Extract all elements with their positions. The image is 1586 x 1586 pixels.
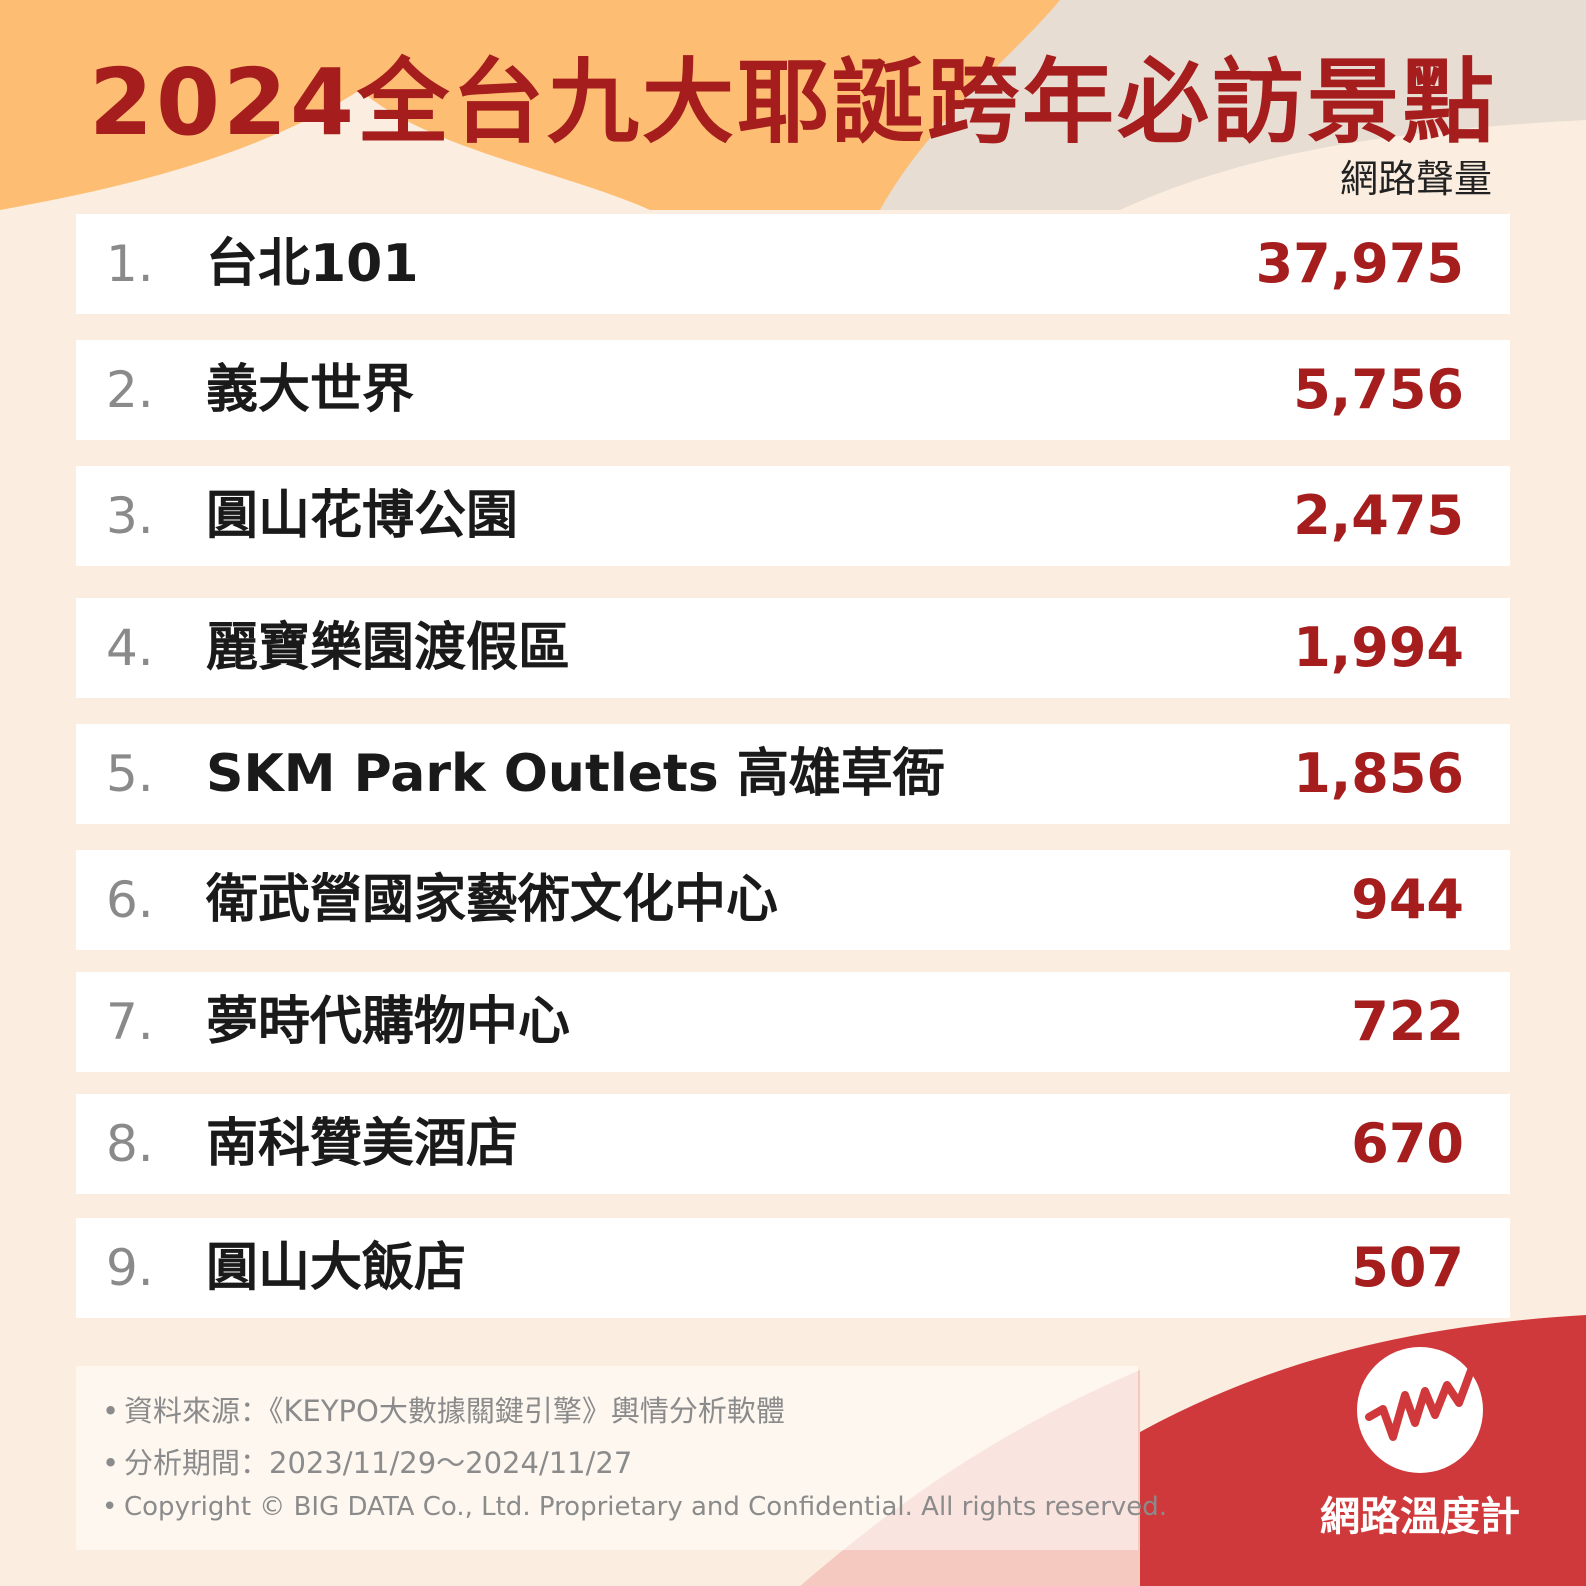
volume-value: 507 [1351,1236,1464,1299]
table-row: 5. SKM Park Outlets 高雄草衙 1,856 [76,724,1510,824]
bullet: • [102,1394,120,1428]
volume-value: 37,975 [1255,232,1464,295]
rank-label: 8. [106,1115,154,1173]
bullet: • [102,1446,120,1480]
attraction-name: 圓山大飯店 [206,1238,467,1298]
rank-label: 7. [106,993,154,1051]
attraction-name: 夢時代購物中心 [206,992,571,1052]
volume-value: 670 [1351,1112,1464,1175]
volume-value: 5,756 [1293,358,1464,421]
footnote-text: 資料來源：《KEYPO大數據關鍵引擎》輿情分析軟體 [124,1394,785,1428]
footnote-period: • 分析期間：2023/11/29～2024/11/27 [102,1440,632,1482]
rank-label: 6. [106,871,154,929]
brand-name: 網路溫度計 [1320,1494,1520,1540]
volume-value: 1,856 [1293,742,1464,805]
rank-label: 3. [106,487,154,545]
pulse-line-icon [1357,1347,1483,1473]
footnotes-panel: • 資料來源：《KEYPO大數據關鍵引擎》輿情分析軟體 • 分析期間：2023/11… [76,1366,1167,1550]
attraction-name: 衛武營國家藝術文化中心 [206,870,779,930]
table-row: 1. 台北101 37,975 [76,214,1510,314]
table-row: 2. 義大世界 5,756 [76,340,1510,440]
footnote-copyright: • Copyright © BIG DATA Co., Ltd. Propriet… [102,1492,1167,1522]
rank-label: 2. [106,361,154,419]
footnote-text: 分析期間：2023/11/29～2024/11/27 [124,1446,633,1480]
volume-value: 2,475 [1293,484,1464,547]
rank-label: 5. [106,745,154,803]
page-title: 2024全台九大耶誕跨年必訪景點 [88,49,1498,156]
table-row: 4. 麗寶樂園渡假區 1,994 [76,598,1510,698]
rank-label: 9. [106,1239,154,1297]
volume-value: 1,994 [1293,616,1464,679]
attraction-name: SKM Park Outlets 高雄草衙 [206,744,945,804]
footnote-source: • 資料來源：《KEYPO大數據關鍵引擎》輿情分析軟體 [102,1388,785,1430]
rank-label: 1. [106,235,154,293]
table-row: 7. 夢時代購物中心 722 [76,972,1510,1072]
volume-value: 944 [1351,868,1464,931]
table-row: 6. 衛武營國家藝術文化中心 944 [76,850,1510,950]
attraction-name: 台北101 [206,234,419,294]
attraction-name: 麗寶樂園渡假區 [206,618,571,678]
attraction-name: 圓山花博公園 [206,486,519,546]
table-row: 3. 圓山花博公園 2,475 [76,466,1510,566]
table-row: 8. 南科贊美酒店 670 [76,1094,1510,1194]
rank-label: 4. [106,619,154,677]
column-header: 網路聲量 [1339,157,1492,201]
table-row: 9. 圓山大飯店 507 [76,1218,1510,1318]
attraction-name: 義大世界 [206,360,415,420]
bullet: • [102,1492,118,1522]
orange-blob [0,0,1060,210]
volume-value: 722 [1351,990,1464,1053]
gray-blob [860,0,1586,210]
footnote-text: Copyright © BIG DATA Co., Ltd. Proprieta… [124,1492,1168,1522]
attraction-name: 南科贊美酒店 [206,1114,519,1174]
